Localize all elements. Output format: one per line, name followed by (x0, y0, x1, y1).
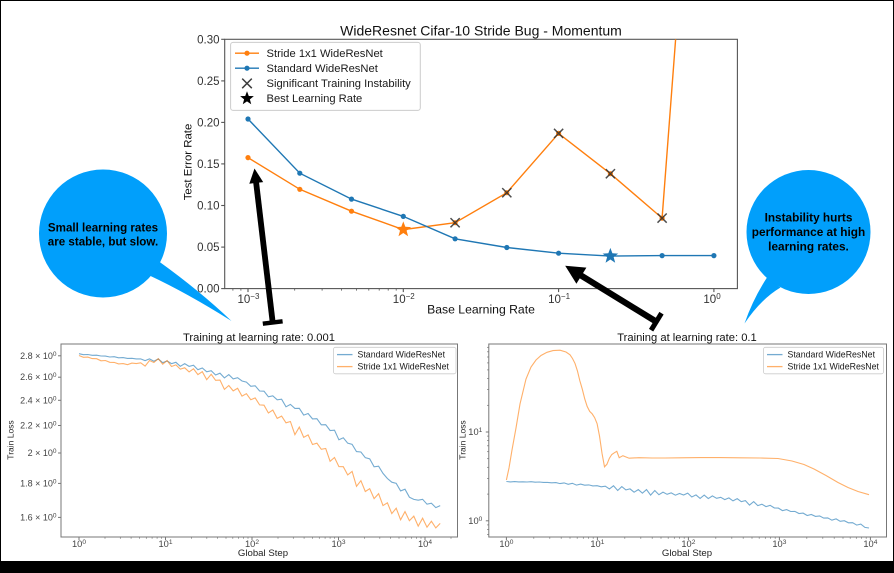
svg-text:100: 100 (499, 539, 513, 549)
svg-text:0.05: 0.05 (197, 242, 219, 254)
svg-text:103: 103 (332, 539, 346, 549)
svg-text:2 × 100: 2 × 100 (28, 448, 57, 458)
svg-text:104: 104 (418, 539, 432, 549)
svg-text:1.6 × 100: 1.6 × 100 (20, 512, 57, 522)
svg-text:0.15: 0.15 (197, 159, 219, 171)
svg-text:Test Error Rate: Test Error Rate (183, 124, 195, 201)
svg-text:0.10: 0.10 (197, 201, 219, 213)
svg-text:100: 100 (72, 539, 86, 549)
svg-text:0.00: 0.00 (197, 284, 219, 296)
svg-text:Significant Training Instabili: Significant Training Instability (267, 78, 412, 90)
svg-text:100: 100 (468, 516, 482, 526)
svg-text:101: 101 (590, 539, 604, 549)
svg-text:Training at learning rate: 0.0: Training at learning rate: 0.001 (183, 332, 335, 344)
svg-text:learning rates.: learning rates. (768, 240, 849, 254)
svg-text:101: 101 (159, 539, 173, 549)
svg-text:2.6 × 100: 2.6 × 100 (20, 372, 57, 382)
svg-text:Small learning rates: Small learning rates (48, 222, 158, 235)
svg-text:2.8 × 100: 2.8 × 100 (20, 351, 57, 361)
svg-text:Best Learning Rate: Best Learning Rate (267, 93, 363, 105)
svg-text:103: 103 (772, 539, 786, 549)
svg-text:102: 102 (681, 539, 695, 549)
svg-text:101: 101 (468, 427, 482, 437)
svg-text:0.20: 0.20 (197, 117, 219, 129)
svg-text:Training at learning rate: 0.1: Training at learning rate: 0.1 (617, 332, 757, 344)
svg-text:2.2 × 100: 2.2 × 100 (20, 421, 57, 431)
svg-text:are stable, but slow.: are stable, but slow. (48, 236, 158, 249)
svg-text:Instability hurts: Instability hurts (765, 211, 853, 225)
svg-text:WideResnet Cifar-10 Stride Bug: WideResnet Cifar-10 Stride Bug - Momentu… (340, 23, 622, 39)
svg-text:Base Learning Rate: Base Learning Rate (427, 303, 535, 317)
svg-text:Global Step: Global Step (238, 548, 288, 559)
svg-text:Train Loss: Train Loss (458, 420, 468, 459)
svg-text:0.30: 0.30 (197, 34, 219, 46)
svg-text:Standard WideResNet: Standard WideResNet (358, 350, 446, 360)
svg-text:Stride 1x1 WideResNet: Stride 1x1 WideResNet (358, 362, 450, 372)
svg-text:Stride 1x1 WideResNet: Stride 1x1 WideResNet (267, 48, 384, 60)
svg-text:Standard WideResNet: Standard WideResNet (267, 63, 379, 75)
svg-text:Standard WideResNet: Standard WideResNet (788, 350, 876, 360)
svg-text:1.8 × 100: 1.8 × 100 (20, 478, 57, 488)
svg-text:performance at high: performance at high (752, 225, 865, 239)
svg-text:Stride 1x1 WideResNet: Stride 1x1 WideResNet (788, 362, 880, 372)
svg-text:102: 102 (245, 539, 259, 549)
svg-text:Train Loss: Train Loss (6, 420, 16, 459)
svg-text:104: 104 (863, 539, 877, 549)
svg-text:Global Step: Global Step (662, 548, 712, 559)
svg-text:2.4 × 100: 2.4 × 100 (20, 395, 57, 405)
svg-text:0.25: 0.25 (197, 76, 219, 88)
